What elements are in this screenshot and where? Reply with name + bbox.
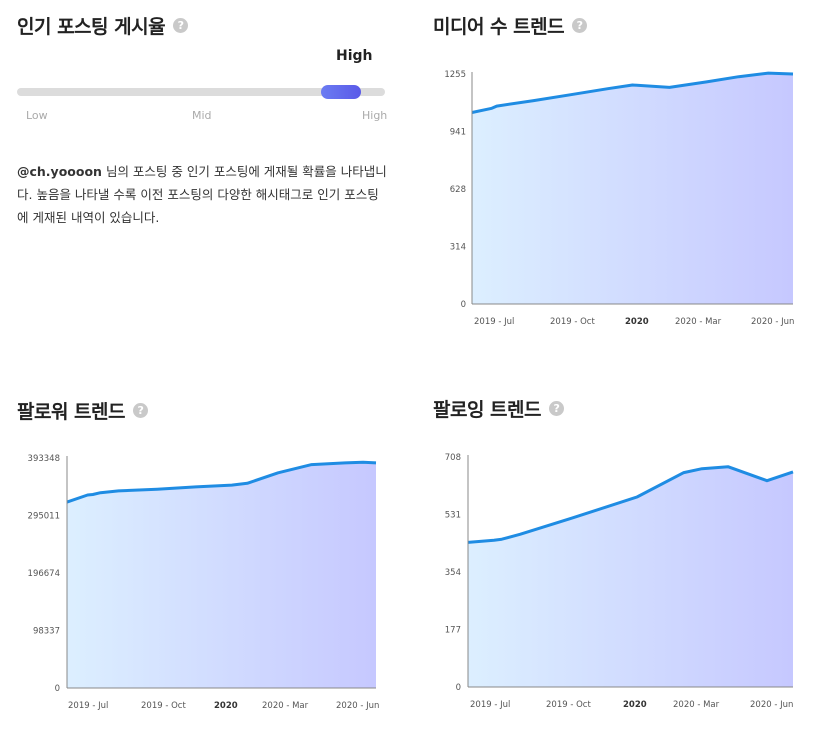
help-icon[interactable]: ? xyxy=(572,18,588,33)
media-y-tick-label: 1255 xyxy=(444,70,466,80)
followers-series-line xyxy=(66,460,377,504)
media-trend-title: 미디어 수 트렌드 ? xyxy=(433,12,588,39)
followers-area xyxy=(67,462,376,688)
media-x-tick-label: 2020 - Mar xyxy=(675,317,722,327)
media-series-line xyxy=(471,71,794,114)
posting-level-value: High xyxy=(336,48,373,64)
scale-label-high: High xyxy=(362,109,388,122)
followers-x-tick-label: 2019 - Jul xyxy=(68,701,108,711)
followers-y-tick-label: 0 xyxy=(55,684,60,694)
media-x-tick-label: 2019 - Oct xyxy=(550,317,595,327)
followers-y-tick-label: 196674 xyxy=(28,569,60,579)
scale-label-mid: Mid xyxy=(192,109,212,122)
following-x-tick-label: 2019 - Oct xyxy=(546,700,591,710)
followers-x-tick-label: 2020 xyxy=(214,701,238,711)
media-y-tick-label: 0 xyxy=(461,300,466,310)
followers-y-tick-label: 393348 xyxy=(28,454,60,464)
followers-x-tick-label: 2020 - Mar xyxy=(262,701,309,711)
posting-level-indicator xyxy=(320,85,361,99)
media-x-tick-label: 2020 xyxy=(625,317,649,327)
help-icon[interactable]: ? xyxy=(173,18,189,33)
following-trend-title-text: 팔로잉 트렌드 xyxy=(433,399,542,421)
following-x-tick-label: 2020 xyxy=(623,700,647,710)
scale-label-low: Low xyxy=(26,109,48,122)
media-trend-title-text: 미디어 수 트렌드 xyxy=(433,16,565,38)
following-chart-group: 708 531 354 177 0 2019 - Jul 2019 - Oct 2020 202… xyxy=(445,453,794,710)
media-area xyxy=(472,73,793,304)
posting-level-slider xyxy=(17,85,385,99)
followers-chart-group: 393348 295011 196674 98337 0 2019 - Jul 2019 -… xyxy=(28,454,380,711)
following-y-tick-label: 177 xyxy=(445,626,461,636)
account-handle[interactable]: @ch.yoooon xyxy=(17,164,102,179)
followers-x-tick-label: 2020 - Jun xyxy=(336,701,379,711)
followers-x-tick-label: 2019 - Oct xyxy=(141,701,186,711)
following-y-tick-label: 354 xyxy=(445,568,461,578)
following-x-tick-label: 2020 - Jun xyxy=(750,700,793,710)
media-y-tick-label: 941 xyxy=(450,128,466,138)
help-icon[interactable]: ? xyxy=(133,403,148,418)
media-x-tick-label: 2020 - Jun xyxy=(751,317,794,327)
popular-posting-title-text: 인기 포스팅 게시율 xyxy=(17,16,166,38)
media-y-tick-label: 628 xyxy=(450,185,466,195)
following-series-line xyxy=(467,465,794,544)
description-text: 님의 포스팅 중 인기 포스팅에 게재될 확률을 나타냅니다. 높음을 나타낼 … xyxy=(17,164,387,225)
media-y-tick-label: 314 xyxy=(450,243,466,253)
following-x-tick-label: 2020 - Mar xyxy=(673,700,720,710)
following-area xyxy=(468,466,793,687)
following-trend-title: 팔로잉 트렌드 ? xyxy=(433,395,564,422)
popular-posting-description: @ch.yoooon 님의 포스팅 중 인기 포스팅에 게재될 확률을 나타냅니… xyxy=(17,160,387,229)
follower-trend-title-text: 팔로워 트렌드 xyxy=(17,401,126,423)
popular-posting-title: 인기 포스팅 게시율 ? xyxy=(17,12,189,39)
following-y-tick-label: 531 xyxy=(445,511,461,521)
followers-y-tick-label: 98337 xyxy=(33,627,60,637)
following-y-tick-label: 708 xyxy=(445,453,461,463)
following-y-tick-label: 0 xyxy=(456,683,461,693)
followers-y-tick-label: 295011 xyxy=(28,512,60,522)
media-chart-group: 1255 941 628 314 0 2019 - Jul 2019 - Oct 2020 20… xyxy=(444,70,794,327)
follower-trend-title: 팔로워 트렌드 ? xyxy=(17,397,148,424)
media-x-tick-label: 2019 - Jul xyxy=(474,317,514,327)
following-x-tick-label: 2019 - Jul xyxy=(470,700,510,710)
help-icon[interactable]: ? xyxy=(549,401,564,416)
